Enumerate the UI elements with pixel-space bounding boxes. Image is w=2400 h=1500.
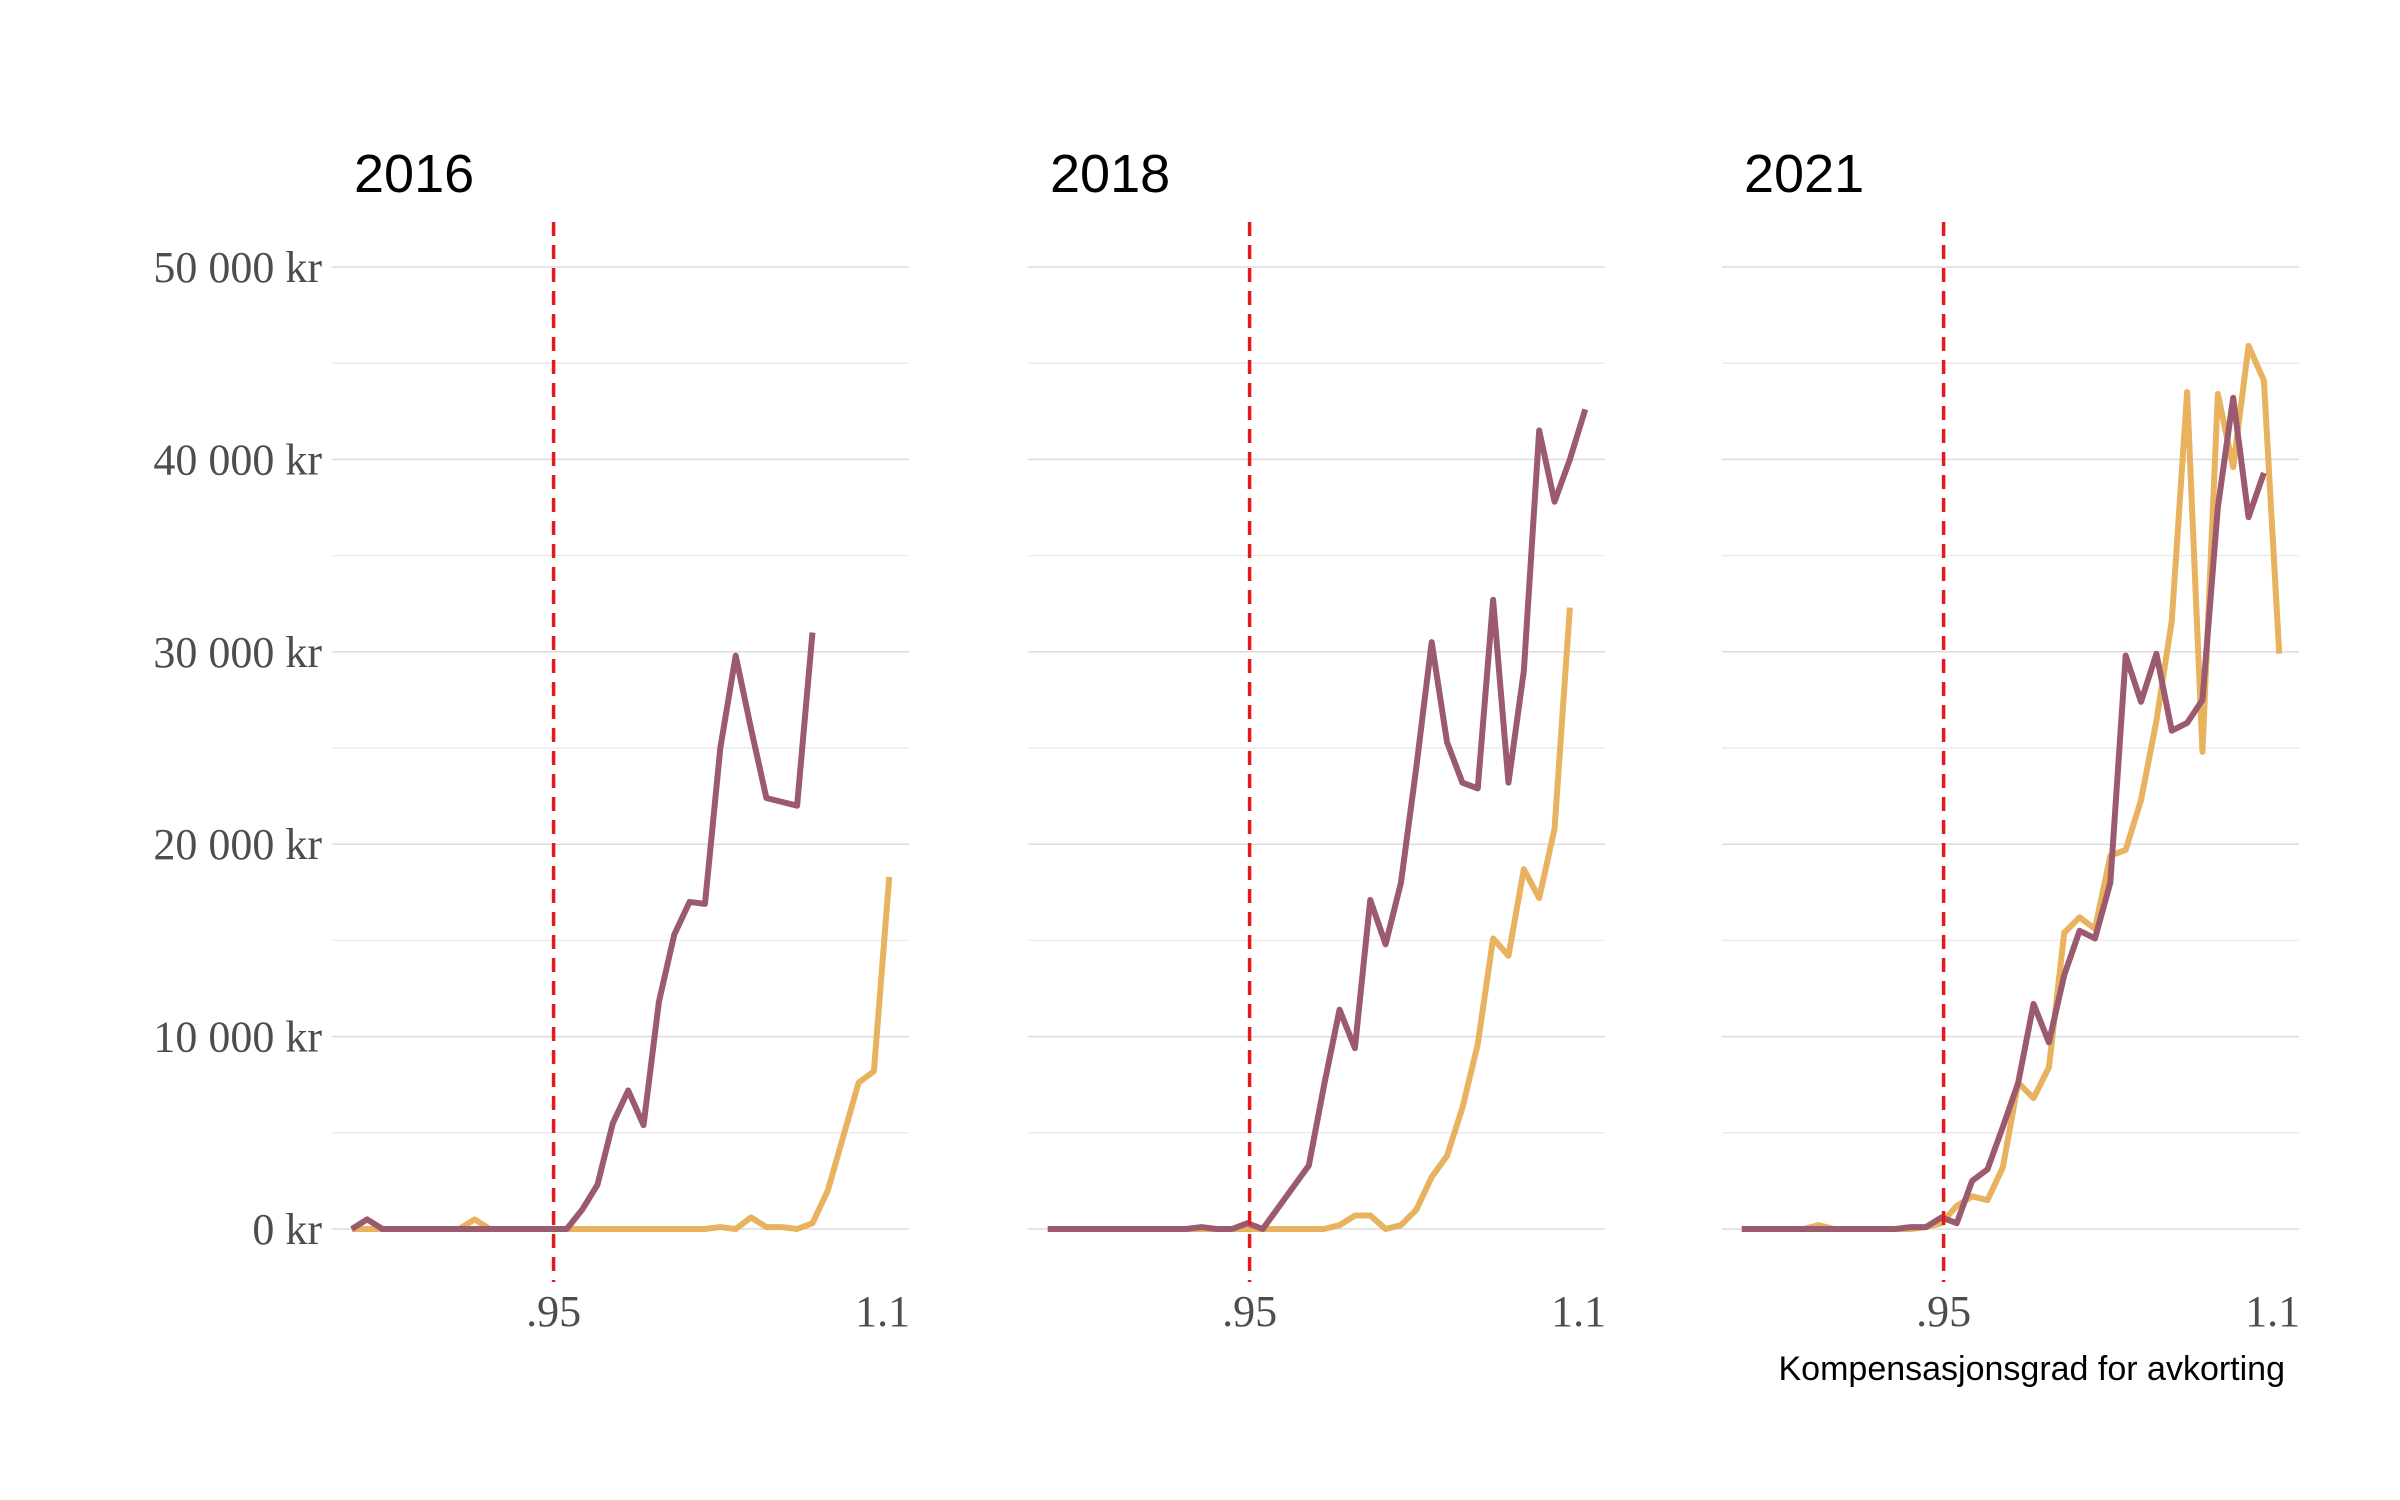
x-tick-label: 1.1 [855,1287,910,1336]
y-tick-label: 40 000 kr [153,435,322,484]
x-tick-label: 1.1 [2245,1287,2300,1336]
y-tick-label: 0 kr [252,1205,322,1254]
x-tick-label: 1.1 [1551,1287,1606,1336]
y-tick-label: 10 000 kr [153,1013,322,1062]
series-line [1047,607,1573,1232]
y-tick-label: 50 000 kr [153,243,322,292]
x-tick-label: .95 [1916,1287,1971,1336]
y-tick-label: 30 000 kr [153,628,322,677]
series-line [1047,408,1589,1232]
series-line [1741,394,2267,1232]
x-tick-label: .95 [526,1287,581,1336]
panel-title: 2021 [1744,144,1864,204]
x-axis-title: Kompensasjonsgrad for avkorting [1779,1350,2286,1388]
y-tick-label: 20 000 kr [153,820,322,869]
panel-title: 2016 [354,144,474,204]
panel-title: 2018 [1050,144,1170,204]
series-line [351,876,893,1232]
series-line [350,632,816,1232]
x-tick-label: .95 [1222,1287,1277,1336]
